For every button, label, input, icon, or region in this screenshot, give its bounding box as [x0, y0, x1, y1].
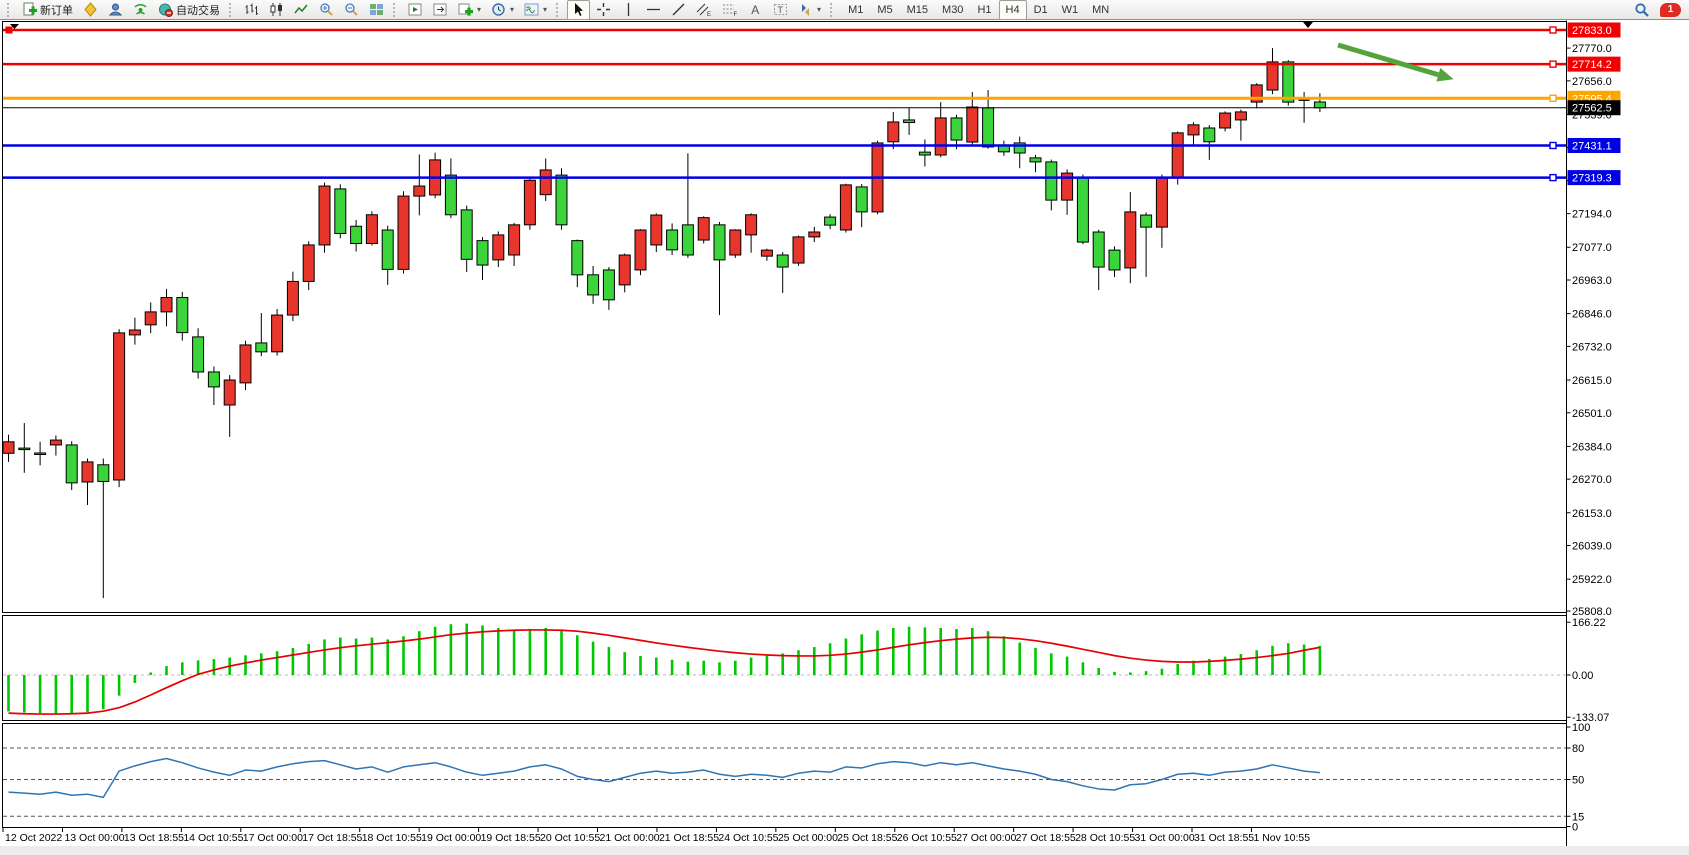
- timeframe-label: M5: [877, 3, 893, 16]
- search-icon: [1634, 2, 1650, 18]
- main-toolbar: 新订单 自动交易: [0, 0, 1689, 20]
- horizontal-line-tool-button[interactable]: [642, 0, 665, 20]
- candle-chart-icon: [269, 2, 284, 17]
- chart-canvas[interactable]: [0, 20, 1689, 855]
- templates-button[interactable]: ▾: [520, 0, 551, 20]
- chart-title: JPN225 ,H4 27582.5 27612.5 27547.5 27562…: [24, 21, 258, 33]
- chart-shift-button[interactable]: [404, 0, 427, 20]
- dropdown-caret-icon: ▾: [477, 5, 482, 14]
- toolbar-grip: [393, 2, 399, 17]
- fibonacci-tool-button[interactable]: F: [718, 0, 742, 20]
- svg-text:E: E: [707, 12, 711, 17]
- cursor-tool-button[interactable]: [567, 0, 591, 20]
- arrows-icon: [798, 2, 813, 17]
- rsi-indicator-label: RSI(14) 56.5891: [7, 726, 88, 738]
- new-order-icon: [22, 2, 37, 17]
- candle-chart-button[interactable]: [265, 0, 288, 20]
- tile-windows-icon: [369, 2, 384, 17]
- line-chart-button[interactable]: [290, 0, 313, 20]
- zoom-in-icon: [319, 2, 334, 17]
- timeframe-label: W1: [1061, 3, 1079, 16]
- signals-button[interactable]: [129, 0, 152, 20]
- arrows-tool-button[interactable]: ▾: [794, 0, 825, 20]
- auto-trading-icon: [158, 2, 173, 17]
- toolbar-grip: [7, 2, 13, 17]
- timeframe-button-h4[interactable]: H4: [998, 0, 1027, 20]
- bar-chart-button[interactable]: [240, 0, 263, 20]
- timeframe-label: M15: [906, 3, 929, 16]
- bar-chart-icon: [244, 2, 259, 17]
- crosshair-icon: [596, 2, 611, 17]
- svg-text:F: F: [734, 12, 738, 17]
- horizontal-line-icon: [646, 2, 661, 17]
- dropdown-caret-icon: ▾: [510, 5, 515, 14]
- svg-text:T: T: [778, 5, 784, 15]
- auto-trading-button[interactable]: 自动交易: [154, 0, 224, 20]
- zoom-out-button[interactable]: [340, 0, 363, 20]
- new-order-button[interactable]: 新订单: [18, 0, 77, 20]
- timeframe-button-m1[interactable]: M1: [841, 0, 870, 20]
- chart-shift-icon: [408, 2, 423, 17]
- new-order-label: 新订单: [40, 4, 73, 17]
- search-button[interactable]: [1630, 0, 1654, 20]
- timeframe-label: H1: [977, 3, 992, 16]
- cursor-icon: [571, 2, 586, 17]
- zoom-out-icon: [344, 2, 359, 17]
- text-tool-button[interactable]: A: [744, 0, 767, 20]
- styler-button[interactable]: [79, 0, 102, 20]
- toolbar-grip: [229, 2, 235, 17]
- vertical-line-icon: [621, 2, 636, 17]
- auto-scroll-icon: [433, 2, 448, 17]
- timeframe-button-m5[interactable]: M5: [870, 0, 899, 20]
- tile-windows-button[interactable]: [365, 0, 388, 20]
- macd-indicator-label: MACD(12,26,9) 92.42 89.68: [7, 618, 145, 630]
- timeframe-button-mn[interactable]: MN: [1085, 0, 1116, 20]
- chart-ohlc: 27582.5 27612.5 27547.5 27562.5: [90, 21, 259, 33]
- timeframe-button-d1[interactable]: D1: [1027, 0, 1055, 20]
- window-bottom-edge: [0, 846, 1689, 855]
- add-indicator-button[interactable]: ▾: [454, 0, 485, 20]
- auto-trading-label: 自动交易: [176, 4, 220, 17]
- crosshair-tool-button[interactable]: [592, 0, 615, 20]
- dropdown-caret-icon: ▾: [543, 5, 548, 14]
- timeframe-button-m30[interactable]: M30: [935, 0, 970, 20]
- toolbar-grip: [556, 2, 562, 17]
- timeframe-group: M1 M5 M15 M30 H1 H4 D1 W1 MN: [841, 0, 1116, 20]
- text-icon: A: [748, 2, 763, 17]
- timeframe-button-h1[interactable]: H1: [970, 0, 998, 20]
- timeframe-button-w1[interactable]: W1: [1055, 0, 1086, 20]
- trend-line-icon: [671, 2, 686, 17]
- fibonacci-icon: F: [722, 2, 738, 17]
- timeframe-label: M30: [942, 3, 964, 16]
- notification-button[interactable]: 1: [1656, 0, 1685, 20]
- periods-button[interactable]: ▾: [487, 0, 518, 20]
- line-chart-icon: [294, 2, 309, 17]
- text-label-tool-button[interactable]: T: [769, 0, 792, 20]
- timeframe-label: H4: [1005, 3, 1020, 16]
- vertical-line-tool-button[interactable]: [617, 0, 640, 20]
- toolbar-grip: [830, 2, 836, 17]
- timeframe-label: MN: [1092, 3, 1110, 16]
- periods-clock-icon: [491, 2, 506, 17]
- timeframe-button-m15[interactable]: M15: [900, 0, 935, 20]
- profile-icon: [108, 2, 123, 17]
- timeframe-label: D1: [1033, 3, 1048, 16]
- add-indicator-icon: [458, 2, 473, 17]
- profile-button[interactable]: [104, 0, 127, 20]
- trend-line-tool-button[interactable]: [667, 0, 690, 20]
- auto-scroll-button[interactable]: [429, 0, 452, 20]
- notification-badge: 1: [1660, 2, 1681, 17]
- equidistant-channel-tool-button[interactable]: E: [692, 0, 716, 20]
- chart-symbol: JPN225 ,H4: [24, 21, 84, 33]
- signals-icon: [133, 2, 148, 17]
- svg-text:A: A: [751, 3, 759, 17]
- zoom-in-button[interactable]: [315, 0, 338, 20]
- dropdown-caret-icon: ▾: [817, 5, 822, 14]
- templates-icon: [524, 2, 539, 17]
- equidistant-channel-icon: E: [696, 2, 712, 17]
- styler-icon: [83, 2, 98, 17]
- timeframe-label: M1: [848, 3, 864, 16]
- text-label-icon: T: [773, 2, 788, 17]
